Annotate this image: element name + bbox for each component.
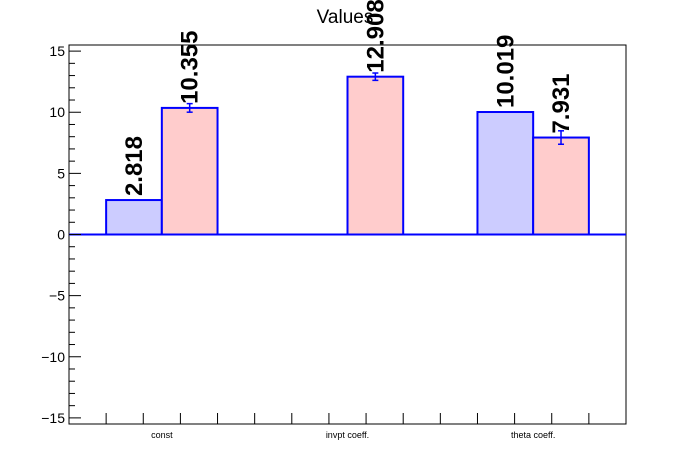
- y-tick-label: 10: [49, 104, 65, 120]
- bar: [160, 106, 219, 236]
- y-tick-label: 0: [57, 227, 65, 243]
- bar: [476, 111, 535, 236]
- y-tick-label: 5: [57, 165, 65, 181]
- bar: [532, 136, 590, 236]
- y-tick-label: 15: [49, 43, 65, 59]
- data-label: 7.931: [548, 73, 575, 133]
- x-category-label: const: [151, 430, 173, 440]
- bar: [105, 199, 163, 236]
- y-tick-label: −5: [49, 288, 65, 304]
- data-label: 10.019: [492, 35, 519, 108]
- labels-layer: 2.818 10.019 10.355 12.908 7.931: [121, 0, 575, 196]
- chart-title: Values: [317, 7, 374, 28]
- bars-layer: [105, 72, 590, 236]
- bar: [346, 75, 405, 236]
- data-label: 10.355: [177, 30, 204, 103]
- data-label: 2.818: [121, 136, 148, 196]
- axis-layer: −15 −10 −5 0 5 10 15 const invpt coeff. theta coe…: [41, 43, 626, 440]
- data-label: 12.908: [362, 0, 389, 73]
- x-category-label: theta coeff.: [511, 430, 555, 440]
- x-category-label: invpt coeff.: [326, 430, 369, 440]
- y-tick-label: −10: [41, 349, 65, 365]
- y-tick-label: −15: [41, 410, 65, 426]
